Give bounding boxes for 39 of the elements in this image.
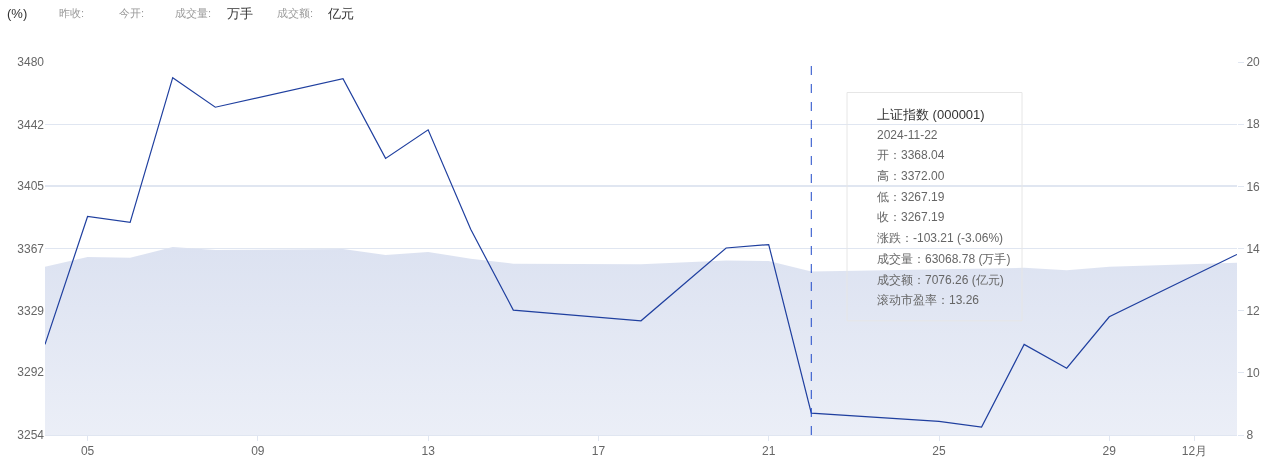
x-tick-label: 09 [251,444,265,459]
annotation: 低：3267.19 [877,190,945,204]
y2-tick-label: 18 [1246,117,1261,132]
text: 今开: [119,7,145,19]
annotation: 成交量：63068.78 (万手) [877,252,1011,266]
y-tick-label: 3254 [17,428,45,443]
y-tick-label: 3292 [17,365,45,380]
text: 亿元 [327,6,354,21]
x-tick-label: 05 [80,444,95,459]
x-tick-label: 13 [421,444,436,459]
text: 成交量: [175,7,212,19]
text: 万手 [227,6,253,21]
annotation: 成交额：7076.26 (亿元) [877,273,1004,287]
annotation: 收：3267.19 [877,210,945,224]
text: 昨收: [59,7,85,19]
y2-tick-label: 16 [1246,179,1261,194]
annotation: 滚动市盈率：13.26 [877,293,980,307]
x-tick-label: 25 [932,444,946,459]
y2-tick-label: 14 [1246,241,1261,256]
x-tick-label: 17 [591,444,606,459]
annotation: 开：3368.04 [877,148,945,162]
y2-tick-label: 10 [1246,366,1261,381]
y-tick-label: 3480 [17,55,45,70]
y-tick-label: 3329 [17,304,45,319]
annotation: 涨跌：-103.21 (-3.06%) [877,231,1004,245]
x-tick-label: 29 [1102,444,1117,459]
y2-tick-label: 20 [1246,55,1261,70]
text: 成交额: [277,7,314,19]
annotation: 高：3372.00 [877,169,945,183]
text: (%) [7,6,28,21]
y-tick-label: 3367 [17,241,45,256]
annotation: 上证指数 (000001) [877,107,985,122]
x-tick-label: 12月 [1181,444,1208,459]
y2-tick-label: 12 [1246,303,1261,318]
y-tick-label: 3405 [17,178,45,193]
y-tick-label: 3442 [17,117,45,132]
y2-tick-label: 8 [1246,428,1254,443]
annotation: 2024-11-22 [877,128,938,142]
x-tick-label: 21 [762,444,776,459]
